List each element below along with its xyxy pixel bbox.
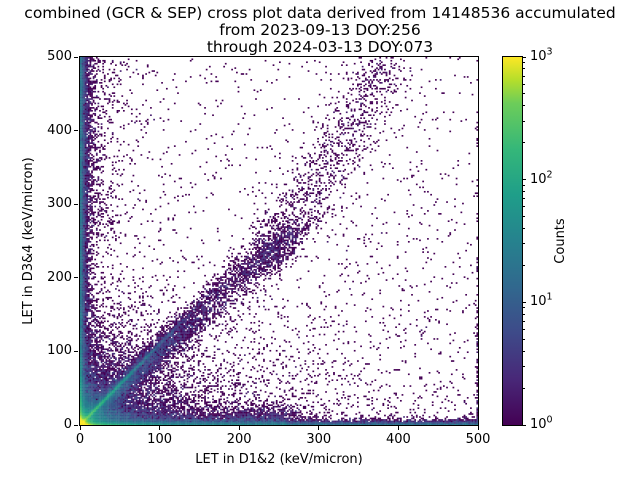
colorbar-tick-label: 100 <box>530 414 553 432</box>
scatter-density-canvas <box>80 57 478 425</box>
colorbar-minor-tick <box>522 387 525 389</box>
y-tick-label: 100 <box>47 343 72 359</box>
colorbar-minor-tick <box>522 313 525 315</box>
colorbar-minor-tick <box>522 142 525 144</box>
y-tick-mark <box>74 350 78 352</box>
colorbar-minor-tick <box>522 227 525 229</box>
colorbar-minor-tick <box>522 264 525 266</box>
y-tick-label: 400 <box>47 122 72 138</box>
y-tick-mark <box>74 424 78 426</box>
y-tick-label: 500 <box>47 49 72 64</box>
y-tick-mark <box>74 203 78 205</box>
x-tick-mark <box>477 426 479 430</box>
x-tick-label: 200 <box>226 432 252 447</box>
colorbar-minor-tick <box>522 191 525 193</box>
colorbar-major-tick <box>522 424 526 426</box>
colorbar-minor-tick <box>522 216 525 218</box>
colorbar <box>502 56 523 426</box>
x-tick-mark <box>397 426 399 430</box>
colorbar-major-tick <box>522 56 526 58</box>
colorbar-minor-tick <box>522 184 525 186</box>
x-tick-label: 100 <box>147 432 172 447</box>
x-tick-mark <box>79 426 81 430</box>
colorbar-tick-label: 103 <box>530 46 553 64</box>
chart-title-line-2: from 2023-09-13 DOY:256 <box>219 21 421 39</box>
y-tick-label: 0 <box>63 417 72 432</box>
colorbar-minor-tick <box>522 75 525 77</box>
colorbar-minor-tick <box>522 68 525 70</box>
colorbar-minor-tick <box>522 62 525 64</box>
x-tick-label: 500 <box>465 432 491 447</box>
colorbar-major-tick <box>522 179 526 181</box>
y-tick-mark <box>74 130 78 132</box>
colorbar-minor-tick <box>522 198 525 200</box>
colorbar-label: Counts <box>553 218 568 264</box>
colorbar-tick-label: 101 <box>530 292 553 310</box>
y-tick-label: 200 <box>47 269 72 285</box>
y-tick-label: 300 <box>47 196 72 212</box>
colorbar-minor-tick <box>522 120 525 122</box>
colorbar-minor-tick <box>522 320 525 322</box>
y-tick-mark <box>74 277 78 279</box>
colorbar-minor-tick <box>522 93 525 95</box>
x-tick-mark <box>318 426 320 430</box>
colorbar-minor-tick <box>522 329 525 331</box>
x-tick-label: 300 <box>306 432 332 447</box>
colorbar-major-tick <box>522 301 526 303</box>
colorbar-tick-label: 102 <box>530 169 553 187</box>
colorbar-minor-tick <box>522 83 525 85</box>
x-tick-mark <box>159 426 161 430</box>
chart-title-line-3: through 2024-03-13 DOY:073 <box>206 38 434 56</box>
colorbar-minor-tick <box>522 206 525 208</box>
colorbar-minor-tick <box>522 307 525 309</box>
x-axis-label: LET in D1&2 (keV/micron) <box>195 452 363 467</box>
chart-title-line-1: combined (GCR & SEP) cross plot data der… <box>24 4 616 22</box>
colorbar-minor-tick <box>522 338 525 340</box>
y-tick-mark <box>74 56 78 58</box>
x-tick-label: 0 <box>75 432 85 447</box>
colorbar-minor-tick <box>522 350 525 352</box>
colorbar-minor-tick <box>522 105 525 107</box>
colorbar-minor-tick <box>522 365 525 367</box>
colorbar-minor-tick <box>522 243 525 245</box>
x-tick-label: 400 <box>385 432 411 447</box>
x-tick-mark <box>238 426 240 430</box>
